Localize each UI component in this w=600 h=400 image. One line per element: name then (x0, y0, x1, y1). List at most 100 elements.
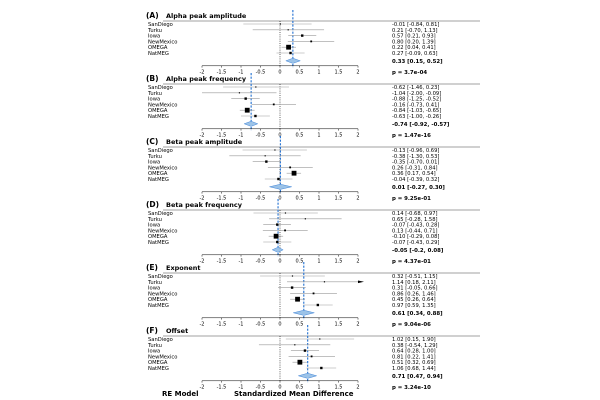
x-tick-label: 0.5 (296, 195, 304, 201)
x-tick-label: 1.5 (335, 258, 343, 264)
x-tick-label: 2 (356, 384, 359, 390)
x-tick-label: 0 (278, 321, 281, 327)
panel-title: Beta peak amplitude (166, 138, 243, 146)
x-tick-label: 2 (356, 69, 359, 75)
pooled-effect-label: 0.61 [0.34, 0.88] (392, 311, 443, 317)
site-label: Iowa (148, 223, 160, 229)
point-estimate-square (303, 349, 307, 352)
point-estimate-square (272, 103, 275, 106)
pooled-diamond (243, 120, 259, 127)
x-tick-label: -1 (239, 384, 244, 390)
effect-ci-label: 0.81 [0.22, 1.41] (392, 354, 436, 360)
site-label: Turku (147, 280, 162, 286)
effect-ci-label: -0.04 [-0.39, 0.32] (392, 177, 439, 183)
effect-ci-label: -0.10 [-0.29, 0.08] (392, 234, 439, 240)
panel-label: (D) (146, 200, 159, 209)
effect-ci-label: 0.32 [-0.51, 1.15] (392, 274, 438, 280)
point-estimate-square (290, 286, 294, 289)
site-label: Turku (147, 154, 162, 160)
effect-ci-label: -0.16 [-0.73, 0.41] (392, 102, 439, 108)
site-label: OMEGA (148, 360, 168, 366)
x-tick-label: 1.5 (335, 69, 343, 75)
p-value-label: p = 3.24e-10 (392, 385, 431, 391)
pooled-effect-label: 0.33 [0.15, 0.52] (392, 59, 443, 65)
site-label: NatMEG (148, 51, 169, 57)
site-label: Iowa (148, 160, 160, 166)
point-estimate-square (284, 212, 287, 214)
effect-ci-label: 0.22 [0.04, 0.41] (392, 45, 436, 51)
x-tick-label: 1 (317, 195, 320, 201)
x-tick-label: 0.5 (296, 321, 304, 327)
effect-ci-label: 0.97 [0.59, 1.35] (392, 303, 436, 309)
site-label: NewMexico (148, 102, 177, 108)
point-estimate-square (276, 223, 279, 226)
x-tick-label: 0 (278, 384, 281, 390)
x-tick-label: 2 (356, 132, 359, 138)
point-estimate-square (277, 177, 280, 181)
site-label: SanDiego (148, 22, 173, 28)
x-tick-label: -0.5 (256, 321, 266, 327)
x-axis-title: Standardized Mean Difference (234, 390, 354, 398)
effect-ci-label: -0.62 [-1.46, 0.23] (392, 85, 439, 91)
point-estimate-square (265, 160, 268, 163)
effect-ci-label: -0.38 [-1.30, 0.53] (392, 154, 439, 160)
site-label: OMEGA (148, 234, 168, 240)
site-label: NewMexico (148, 39, 177, 45)
pooled-effect-label: -0.05 [-0.2, 0.08] (392, 248, 443, 254)
x-tick-label: -1.5 (217, 321, 227, 327)
x-tick-label: -2 (200, 258, 205, 264)
effect-ci-label: 0.21 [-0.70, 1.13] (392, 28, 438, 34)
site-label: NewMexico (148, 291, 177, 297)
x-tick-label: -1 (239, 195, 244, 201)
x-tick-label: -0.5 (256, 69, 266, 75)
effect-ci-label: 0.27 [-0.09, 0.63] (392, 51, 438, 57)
x-tick-label: 1 (317, 258, 320, 264)
effect-ci-label: 1.14 [0.18, 2.11] (392, 280, 436, 286)
p-value-label: p = 9.04e-06 (392, 322, 431, 328)
panel-title: Exponent (166, 264, 201, 272)
point-estimate-square (286, 44, 291, 50)
x-tick-label: -1.5 (217, 132, 227, 138)
panel-title: Beta peak frequency (166, 201, 243, 209)
x-tick-label: -1.5 (217, 69, 227, 75)
point-estimate-square (320, 366, 323, 370)
x-tick-label: 2 (356, 258, 359, 264)
point-estimate-square (295, 296, 300, 302)
point-estimate-square (316, 303, 320, 307)
x-tick-label: 0.5 (296, 69, 304, 75)
effect-ci-label: 0.45 [0.26, 0.64] (392, 297, 436, 303)
x-tick-label: -2 (200, 195, 205, 201)
point-estimate-square (276, 240, 279, 244)
x-tick-label: -0.5 (256, 132, 266, 138)
site-label: NatMEG (148, 177, 169, 183)
site-label: SanDiego (148, 85, 173, 91)
x-tick-label: 0.5 (296, 384, 304, 390)
x-tick-label: 0.5 (296, 258, 304, 264)
effect-ci-label: -0.63 [-1.00, -0.26] (392, 114, 441, 120)
x-tick-label: 1.5 (335, 384, 343, 390)
x-tick-label: -1 (239, 258, 244, 264)
pooled-diamond (269, 183, 292, 190)
x-tick-label: 0 (278, 69, 281, 75)
site-label: Turku (147, 91, 162, 97)
x-tick-label: -0.5 (256, 384, 266, 390)
site-label: Turku (147, 217, 162, 223)
x-tick-label: 0 (278, 258, 281, 264)
ci-truncation-arrow (358, 280, 364, 284)
point-estimate-square (319, 338, 321, 340)
effect-ci-label: -0.01 [-0.84, 0.81] (392, 22, 439, 28)
panel-label: (F) (146, 326, 158, 335)
x-tick-label: 1.5 (335, 195, 343, 201)
p-value-label: p = 9.25e-01 (392, 196, 431, 202)
point-estimate-square (289, 51, 292, 55)
point-estimate-square (291, 170, 297, 176)
x-tick-label: 1.5 (335, 321, 343, 327)
x-tick-label: -1.5 (217, 195, 227, 201)
effect-ci-label: 0.31 [-0.05, 0.66] (392, 286, 438, 292)
point-estimate-square (291, 275, 294, 277)
site-label: OMEGA (148, 297, 168, 303)
effect-ci-label: 0.26 [-0.31, 0.84] (392, 165, 438, 171)
point-estimate-square (310, 355, 313, 358)
point-estimate-square (287, 29, 289, 31)
